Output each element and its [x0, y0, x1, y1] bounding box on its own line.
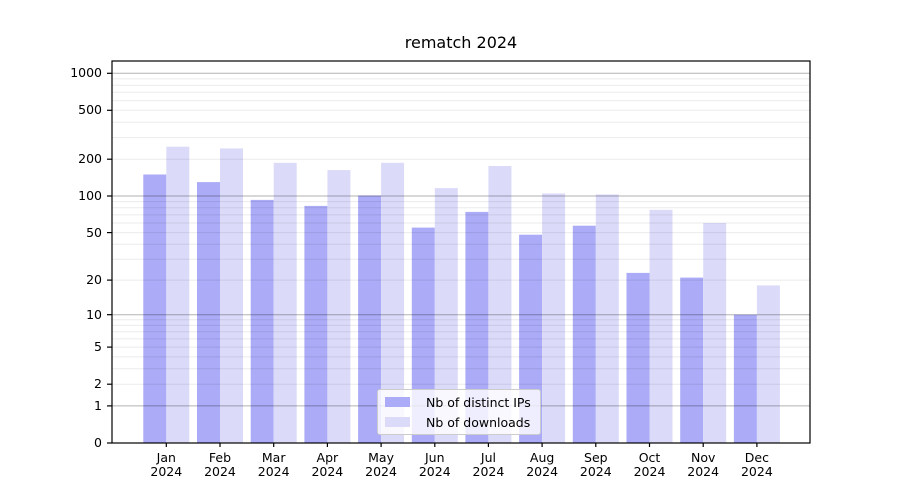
bar-downloads-may — [381, 162, 405, 444]
x-tick-year: 2024 — [311, 464, 344, 480]
bar-downloads-oct — [649, 209, 673, 443]
y-tick-label-2: 2 — [94, 375, 102, 391]
bar-downloads-apr — [327, 170, 351, 443]
x-tick-year: 2024 — [204, 464, 236, 480]
x-tick-year: 2024 — [365, 464, 397, 480]
plot-border — [111, 60, 811, 444]
x-tick-year: 2024 — [687, 464, 720, 480]
legend-label-distinct-ips: Nb of distinct IPs — [426, 394, 531, 410]
y-tick-label-1000: 1000 — [70, 65, 102, 80]
x-tick-year: 2024 — [418, 464, 451, 480]
x-tick-label-apr: Apr 2024 — [297, 450, 357, 480]
bar-ips-jan — [143, 174, 167, 443]
bar-downloads-jul — [488, 166, 512, 443]
x-tick-label-nov: Nov 2024 — [673, 450, 733, 480]
x-tick-label-feb: Feb 2024 — [190, 450, 250, 480]
bar-ips-jul — [465, 211, 489, 443]
bar-downloads-sep — [595, 194, 619, 443]
x-tick-year: 2024 — [150, 464, 183, 480]
y-tick-label-0: 0 — [94, 434, 102, 450]
bar-ips-apr — [304, 205, 328, 443]
bar-downloads-jun — [434, 188, 458, 443]
x-tick-year: 2024 — [472, 464, 505, 480]
y-tick-label-10: 10 — [86, 306, 102, 322]
x-tick-year: 2024 — [579, 464, 612, 480]
bar-downloads-aug — [542, 193, 566, 443]
x-tick-label-mar: Mar 2024 — [244, 450, 304, 480]
bar-downloads-feb — [220, 148, 243, 443]
bar-downloads-dec — [756, 285, 780, 443]
legend: Nb of distinct IPs Nb of downloads — [377, 389, 541, 435]
y-tick-label-50: 50 — [86, 224, 102, 240]
y-tick-label-200: 200 — [78, 150, 102, 166]
x-tick-label-may: May 2024 — [351, 450, 411, 480]
x-tick-label-jun: Jun 2024 — [405, 450, 465, 480]
x-tick-year: 2024 — [526, 464, 559, 480]
x-tick-label-oct: Oct 2024 — [620, 450, 680, 480]
bar-ips-nov — [680, 277, 704, 443]
bar-ips-oct — [626, 272, 650, 443]
chart-title: rematch 2024 — [404, 33, 518, 52]
legend-swatch-downloads — [385, 417, 410, 427]
legend-item-downloads: Nb of downloads — [378, 414, 540, 430]
bar-downloads-nov — [703, 223, 727, 443]
legend-swatch-distinct-ips — [385, 397, 410, 407]
bar-ips-mar — [250, 199, 274, 443]
legend-label-downloads: Nb of downloads — [426, 414, 531, 430]
x-tick-label-aug: Aug 2024 — [512, 450, 572, 480]
bar-ips-feb — [197, 182, 220, 443]
bar-ips-sep — [572, 225, 596, 443]
x-tick-year: 2024 — [740, 464, 773, 480]
x-tick-label-jan: Jan 2024 — [136, 450, 196, 480]
y-tick-label-100: 100 — [78, 187, 102, 203]
legend-item-distinct-ips: Nb of distinct IPs — [378, 394, 540, 410]
y-tick-label-20: 20 — [86, 271, 102, 287]
y-tick-label-1: 1 — [94, 397, 102, 413]
x-tick-year: 2024 — [633, 464, 666, 480]
bar-downloads-jan — [166, 146, 190, 443]
bar-ips-may — [358, 195, 382, 443]
x-tick-year: 2024 — [257, 464, 290, 480]
bar-ips-dec — [733, 314, 757, 443]
x-tick-label-jul: Jul 2024 — [458, 450, 518, 480]
y-tick-label-500: 500 — [78, 102, 102, 118]
bar-downloads-mar — [273, 162, 297, 444]
x-tick-label-dec: Dec 2024 — [727, 450, 787, 480]
y-tick-label-5: 5 — [94, 338, 102, 354]
x-tick-label-sep: Sep 2024 — [566, 450, 626, 480]
